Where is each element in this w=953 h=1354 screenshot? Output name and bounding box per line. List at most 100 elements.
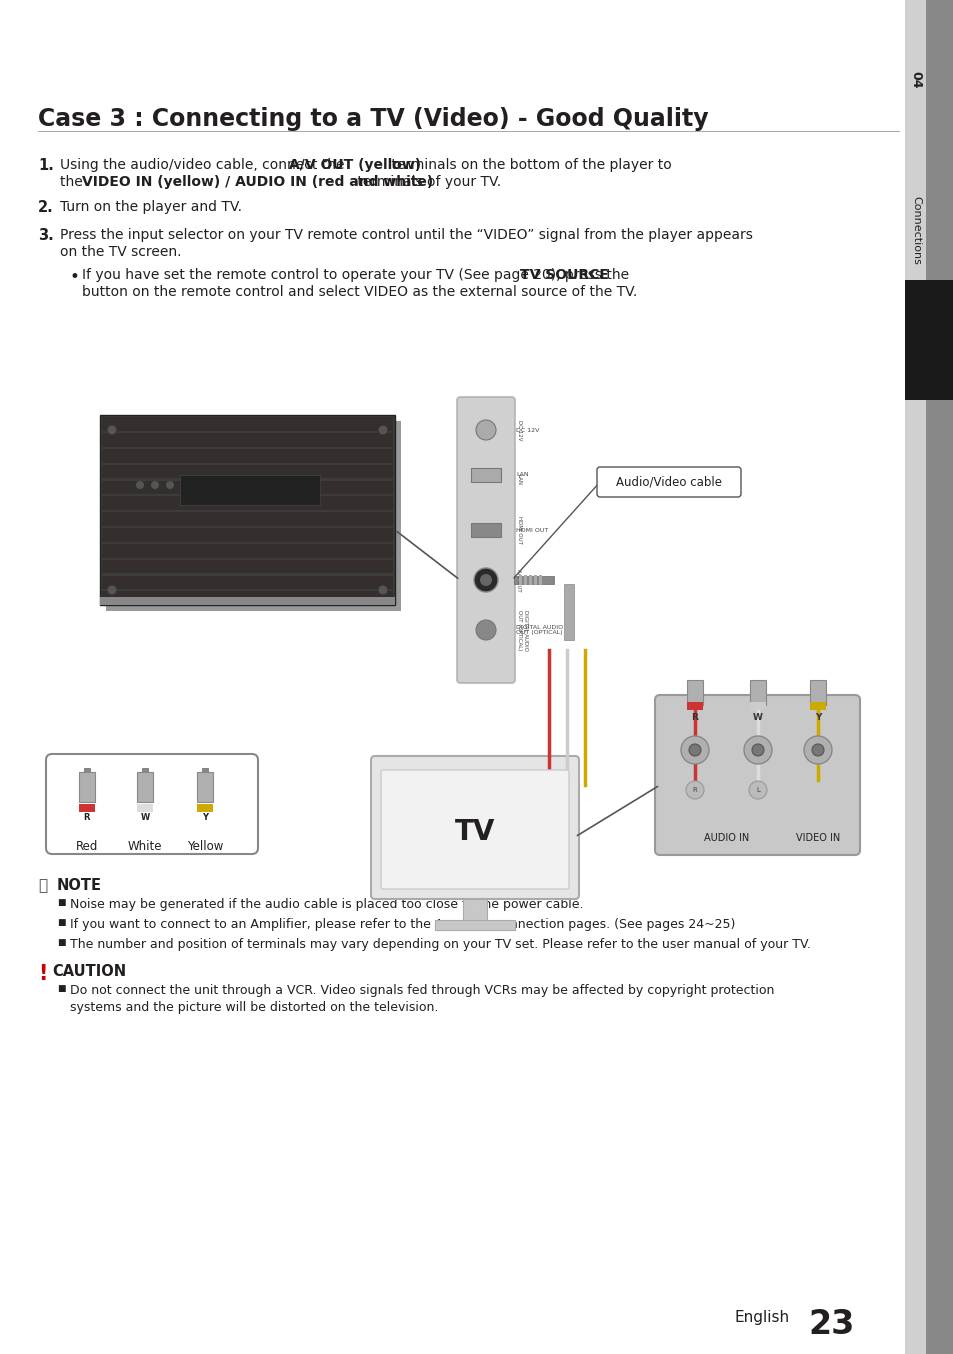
Text: White: White [128,839,162,853]
Bar [686,680,702,705]
FancyBboxPatch shape [456,397,515,682]
Bar [102,417,393,431]
Bar [749,680,765,705]
Text: DIGITAL AUDIO
OUT (OPTICAL): DIGITAL AUDIO OUT (OPTICAL) [517,609,527,650]
Text: TV: TV [455,818,495,846]
Bar [529,575,532,585]
FancyBboxPatch shape [655,695,859,854]
Text: Yellow: Yellow [187,839,223,853]
FancyBboxPatch shape [371,756,578,899]
Bar [102,544,393,558]
Text: the: the [60,175,87,190]
Bar [523,575,526,585]
Circle shape [476,620,496,640]
Text: VIDEO IN: VIDEO IN [795,833,840,844]
Circle shape [811,743,823,756]
Circle shape [680,737,708,764]
Circle shape [136,481,144,489]
Bar [534,575,537,585]
Bar [686,701,702,709]
Text: R: R [692,787,697,793]
Bar [180,475,319,505]
Bar [100,414,395,605]
Text: R: R [691,714,698,723]
Text: 3.: 3. [38,227,53,242]
Bar [435,919,515,930]
Bar [809,680,825,705]
Bar [84,768,90,783]
Text: If you want to connect to an Amplifier, please refer to the Amplifier connection: If you want to connect to an Amplifier, … [70,918,735,932]
Text: ■: ■ [57,984,66,992]
Bar [471,468,500,482]
Bar [102,575,393,589]
Bar [196,804,213,812]
Bar [904,280,953,399]
Text: 04: 04 [908,72,922,89]
Text: Connections: Connections [910,195,920,264]
Text: on the TV screen.: on the TV screen. [60,245,181,259]
Bar [102,450,393,463]
Text: terminals of your TV.: terminals of your TV. [353,175,500,190]
Bar [749,701,765,709]
Bar [471,523,500,538]
Circle shape [688,743,700,756]
Text: W: W [752,714,762,723]
Text: Using the audio/video cable, connect the: Using the audio/video cable, connect the [60,158,349,172]
Text: Do not connect the unit through a VCR. Video signals fed through VCRs may be aff: Do not connect the unit through a VCR. V… [70,984,774,997]
Circle shape [474,567,497,592]
Bar [137,772,152,802]
Bar [809,701,825,709]
Text: 📋: 📋 [38,877,47,894]
FancyBboxPatch shape [597,467,740,497]
Text: HDMI OUT: HDMI OUT [516,528,548,532]
Circle shape [479,574,492,586]
Text: •: • [70,268,80,286]
Circle shape [377,585,388,594]
Circle shape [803,737,831,764]
Circle shape [476,570,496,590]
Text: LAN: LAN [516,473,528,478]
Text: VIDEO IN (yellow) / AUDIO IN (red and white): VIDEO IN (yellow) / AUDIO IN (red and wh… [82,175,433,190]
Text: Y: Y [202,812,208,822]
Bar [904,0,953,1354]
Text: Y: Y [814,714,821,723]
Text: 23: 23 [807,1308,854,1340]
Text: !: ! [38,964,48,984]
Bar [102,512,393,525]
Bar [102,592,393,605]
Text: Turn on the player and TV.: Turn on the player and TV. [60,200,242,214]
Bar [514,575,554,584]
Bar [102,528,393,542]
Text: ■: ■ [57,898,66,907]
Text: L: L [756,787,760,793]
Text: systems and the picture will be distorted on the television.: systems and the picture will be distorte… [70,1001,438,1014]
Circle shape [751,743,763,756]
Text: A/V OUT: A/V OUT [517,569,521,592]
Text: Press the input selector on your TV remote control until the “VIDEO” signal from: Press the input selector on your TV remo… [60,227,752,242]
Circle shape [743,737,771,764]
FancyBboxPatch shape [380,770,568,890]
Bar [106,421,400,611]
Bar [196,772,213,802]
Text: ■: ■ [57,918,66,927]
Text: W: W [140,812,150,822]
Text: A/V OUT: A/V OUT [516,578,541,582]
Bar [137,804,152,812]
Text: DC 12V: DC 12V [516,428,538,432]
Text: DIGITAL AUDIO
OUT (OPTICAL): DIGITAL AUDIO OUT (OPTICAL) [516,624,562,635]
Text: button on the remote control and select VIDEO as the external source of the TV.: button on the remote control and select … [82,284,637,299]
Circle shape [377,425,388,435]
Text: Case 3 : Connecting to a TV (Video) - Good Quality: Case 3 : Connecting to a TV (Video) - Go… [38,107,708,131]
Circle shape [107,425,117,435]
Text: English: English [734,1311,789,1326]
Text: Audio/Video cable: Audio/Video cable [616,475,721,489]
Text: Red: Red [75,839,98,853]
Bar [102,559,393,573]
Text: DC 12V: DC 12V [517,420,521,440]
Bar [79,804,95,812]
Bar [79,772,95,802]
Text: R: R [84,812,91,822]
Bar [202,768,208,783]
Text: LAN: LAN [517,474,521,486]
Bar [102,497,393,510]
